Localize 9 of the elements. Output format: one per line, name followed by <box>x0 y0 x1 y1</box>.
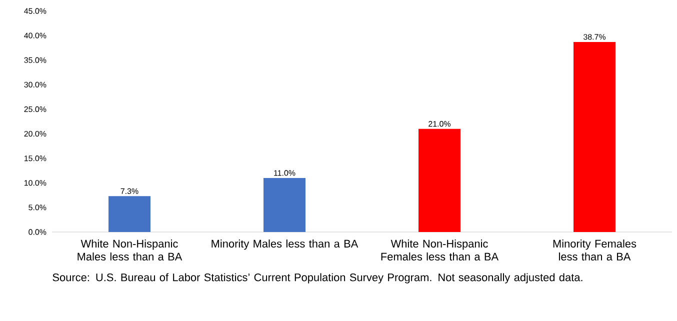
bar <box>108 196 150 232</box>
bar <box>574 42 616 232</box>
bar <box>418 128 461 232</box>
bar <box>264 178 306 232</box>
x-tick-label: Minority Males less than a BA <box>212 240 358 250</box>
source-note: Source: U.S. Bureau of Labor Statistics’ Current Population Survey Program. Not seasonally adjusted data. <box>52 273 582 284</box>
x-tick-label: White Non-Hispanic Females less than a BA <box>381 240 499 261</box>
x-tick-label: White Non-Hispanic Males less than a BA <box>78 240 182 261</box>
x-tick-label: Minority Females less than a BA <box>553 240 636 261</box>
